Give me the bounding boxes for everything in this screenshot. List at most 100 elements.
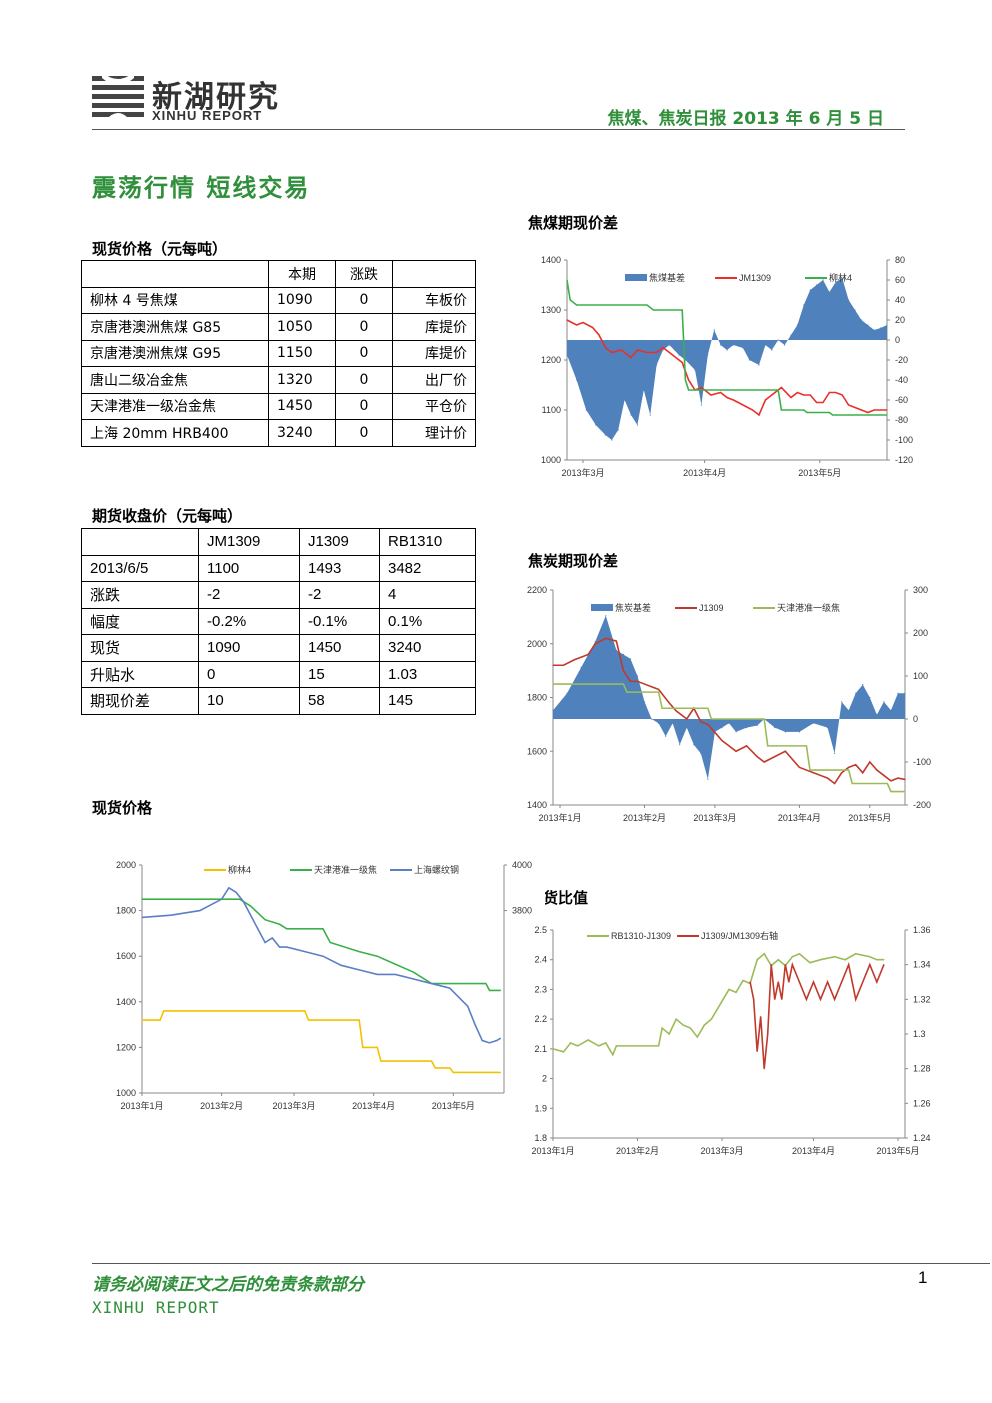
data-point [650,686,653,688]
data-point [573,659,575,661]
data-point [552,709,554,711]
y-tick-label-right: 40 [895,295,905,305]
legend-swatch [591,604,613,611]
header-cell: JM1309 [198,528,300,556]
data-point [732,399,734,401]
data-point [250,905,252,907]
table-cell: 车板价 [392,286,476,314]
data-point [760,1016,762,1018]
table-cell: 平仓价 [392,392,476,420]
data-point [809,411,811,414]
table-row: 期现价差 10 58 145 [81,687,476,715]
data-point [883,964,885,966]
data-point [307,1019,310,1021]
data-point [886,782,888,785]
data-point [742,404,744,406]
data-point [780,386,782,389]
x-tick-label: 2013年3月 [561,467,604,478]
logo-mark-icon [92,72,144,120]
data-point [805,998,808,1000]
data-point [854,406,856,409]
data-point [449,987,451,989]
table-cell: 1450 [268,392,336,420]
data-point [841,701,843,703]
data-point [784,750,786,752]
data-point [449,1067,451,1069]
data-point [777,959,779,961]
y-tick-label-right: 200 [913,628,928,638]
data-point [767,1033,769,1035]
data-point [841,981,843,983]
data-point [867,411,869,414]
data-point [758,364,760,366]
data-point [798,731,800,733]
data-point [848,414,850,416]
data-point [780,409,782,411]
table-cell: 幅度 [81,607,199,635]
data-point [629,680,632,682]
data-point [656,364,658,366]
data-point [844,959,846,961]
data-point [726,349,728,351]
data-point [605,1042,607,1044]
data-point [883,701,885,703]
data-point [286,946,288,948]
legend-label: 柳林4 [228,864,251,875]
spot-chart-heading: 现货价格 [92,799,153,817]
y-tick-label: 1400 [527,800,547,810]
data-point [784,344,786,346]
y-tick-label-right: 1.26 [913,1098,931,1108]
y-tick-label-right: 3800 [512,906,532,916]
data-point [791,956,793,958]
data-point [694,369,696,371]
data-point [394,973,396,976]
data-point [809,769,811,771]
table-cell: 15 [299,660,380,688]
data-point [587,653,589,656]
data-point [304,1010,306,1012]
y-tick-label-right: 0 [913,714,918,724]
y-tick-label-right: -200 [913,800,931,810]
x-tick-label: 2013年2月 [616,1145,659,1156]
data-point [362,1046,364,1048]
data-point [835,281,837,283]
data-point [886,324,888,326]
data-point [242,900,244,903]
data-point [452,1071,454,1074]
data-point [688,379,690,381]
data-point [805,769,808,771]
y-tick-label-right: -40 [895,375,908,385]
data-point [257,928,259,930]
data-point [876,714,878,716]
data-point [696,1036,698,1038]
data-point [576,304,578,306]
data-point [819,998,822,1000]
legend-label: JM1309 [739,273,771,283]
data-point [869,696,871,699]
area-series-0 [553,615,905,780]
data-point [862,981,864,983]
data-point [803,304,805,306]
data-point [703,1024,705,1026]
table-cell: 1320 [268,366,336,394]
data-point [412,978,415,980]
table-cell: 期现价差 [81,687,199,715]
line-series-1 [553,637,906,785]
data-point [163,1010,165,1012]
table-row: 柳林 4 号焦煤 1090 0 车板价 [81,286,476,314]
data-point [159,1019,161,1021]
data-point [764,344,766,346]
data-point [570,1042,572,1044]
data-point [848,709,850,711]
x-tick-label: 2013年3月 [700,1145,743,1156]
data-point [620,349,622,351]
y-tick-label: 1100 [542,405,561,415]
data-point [742,979,744,982]
data-point [707,723,709,725]
y-tick-label-right: -100 [913,757,931,767]
y-tick-label-right: -120 [895,455,913,465]
data-point [710,394,712,396]
data-point [431,1060,433,1062]
table-row: 京唐港澳洲焦煤 G85 1050 0 库提价 [81,313,476,341]
data-point [576,324,578,326]
